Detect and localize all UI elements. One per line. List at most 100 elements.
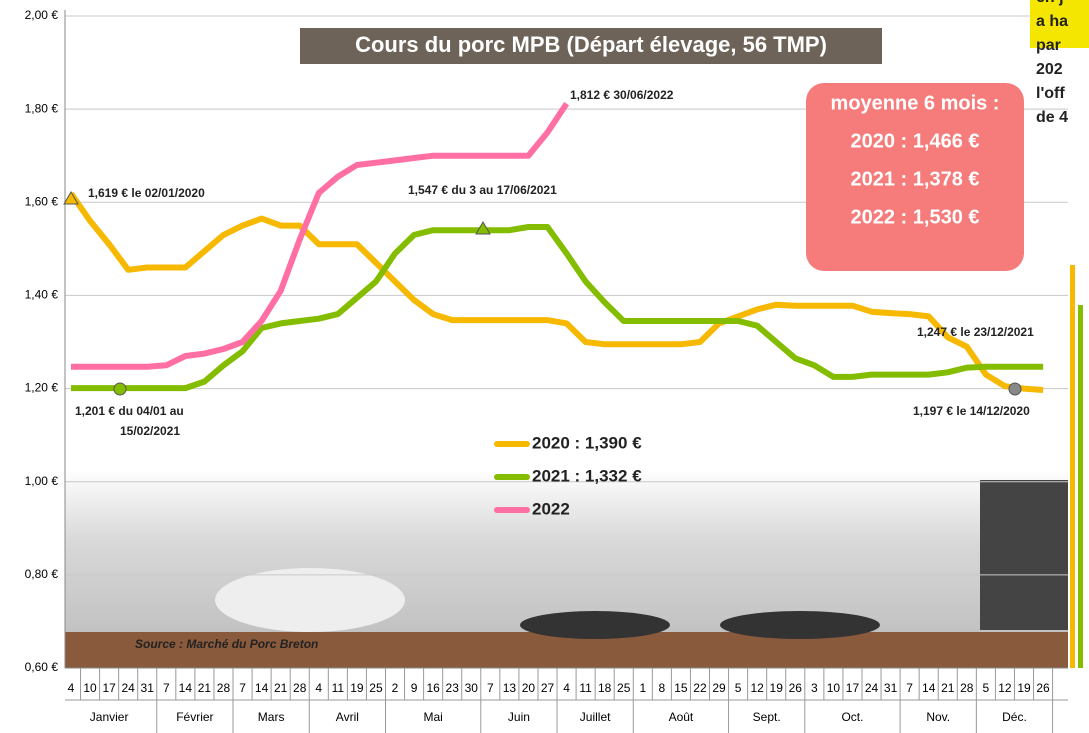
x-tick-label: 11	[579, 681, 592, 695]
x-tick-label: 4	[68, 681, 75, 695]
side-note: en j	[1036, 0, 1064, 6]
x-tick-label: 8	[659, 681, 666, 695]
x-tick-label: 25	[369, 681, 383, 695]
annotation: 1,201 € du 04/01 au	[75, 404, 184, 418]
x-tick-label: 30	[465, 681, 479, 695]
x-tick-label: 26	[1036, 681, 1050, 695]
x-tick-label: 11	[332, 681, 345, 695]
month-label: Février	[176, 710, 213, 724]
x-tick-label: 7	[163, 681, 170, 695]
x-tick-label: 26	[789, 681, 803, 695]
x-tick-label: 1	[639, 681, 646, 695]
average-line: 2022 : 1,530 €	[851, 206, 980, 228]
average-line: moyenne 6 mois :	[831, 92, 1000, 114]
side-note-box	[1030, 0, 1089, 48]
side-note: a ha	[1036, 13, 1068, 30]
marker	[63, 191, 79, 205]
series-line	[71, 101, 570, 370]
average-box	[806, 83, 1024, 271]
x-tick-label: 20	[522, 681, 536, 695]
side-note: de 4	[1036, 109, 1068, 126]
month-label: Déc.	[1002, 710, 1027, 724]
x-tick-label: 31	[884, 681, 898, 695]
annotation: 15/02/2021	[120, 424, 180, 438]
month-label: Mars	[258, 710, 285, 724]
x-tick-label: 18	[598, 681, 612, 695]
y-tick-label: 1,60 €	[25, 194, 59, 208]
x-tick-label: 5	[735, 681, 742, 695]
month-label: Avril	[336, 710, 359, 724]
x-tick-label: 29	[712, 681, 726, 695]
month-label: Août	[669, 710, 694, 724]
x-tick-label: 12	[998, 681, 1012, 695]
month-label: Janvier	[90, 710, 129, 724]
x-tick-label: 17	[846, 681, 860, 695]
x-tick-label: 16	[426, 681, 440, 695]
chart-title: Cours du porc MPB (Départ élevage, 56 TM…	[355, 32, 827, 57]
month-label: Oct.	[841, 710, 863, 724]
side-note: l'off	[1036, 85, 1065, 102]
x-tick-label: 21	[274, 681, 288, 695]
x-tick-label: 14	[179, 681, 193, 695]
x-tick-label: 7	[906, 681, 913, 695]
x-tick-label: 19	[350, 681, 364, 695]
marker	[1008, 382, 1022, 396]
month-label: Juillet	[580, 710, 611, 724]
x-tick-label: 19	[770, 681, 784, 695]
x-tick-label: 17	[102, 681, 116, 695]
side-note: 202	[1036, 61, 1063, 78]
x-tick-label: 28	[293, 681, 307, 695]
annotation: 1,812 € 30/06/2022	[570, 88, 674, 102]
source: Source : Marché du Porc Breton	[135, 637, 318, 651]
month-label: Sept.	[753, 710, 781, 724]
month-label: Nov.	[926, 710, 950, 724]
x-tick-label: 13	[503, 681, 517, 695]
x-tick-label: 28	[960, 681, 974, 695]
mouse	[520, 611, 670, 639]
screen	[980, 480, 1068, 630]
average-line: 2020 : 1,466 €	[851, 130, 980, 152]
cat-figure	[215, 568, 405, 632]
x-tick-label: 28	[217, 681, 231, 695]
annotation: 1,247 € le 23/12/2021	[917, 325, 1034, 339]
marker	[113, 382, 127, 396]
x-tick-label: 4	[315, 681, 322, 695]
x-tick-label: 5	[983, 681, 990, 695]
x-tick-label: 15	[674, 681, 688, 695]
x-tick-label: 4	[563, 681, 570, 695]
series-line	[71, 224, 1044, 392]
x-tick-label: 7	[239, 681, 246, 695]
month-label: Mai	[423, 710, 442, 724]
x-tick-label: 21	[198, 681, 212, 695]
y-tick-label: 0,60 €	[25, 660, 59, 674]
y-tick-label: 1,40 €	[25, 288, 59, 302]
y-tick-label: 1,20 €	[25, 381, 59, 395]
side-bar	[1070, 265, 1075, 668]
y-tick-label: 2,00 €	[25, 8, 59, 22]
legend-label: 2022	[532, 499, 570, 518]
month-label: Juin	[508, 710, 530, 724]
legend-label: 2021 : 1,332 €	[532, 466, 642, 485]
x-tick-label: 12	[750, 681, 764, 695]
y-tick-label: 0,80 €	[25, 567, 59, 581]
x-tick-label: 14	[922, 681, 936, 695]
x-tick-label: 23	[446, 681, 460, 695]
marker	[475, 221, 491, 235]
mouse	[720, 611, 880, 639]
y-tick-label: 1,00 €	[25, 474, 59, 488]
series-line	[68, 191, 1044, 393]
x-tick-label: 31	[141, 681, 155, 695]
x-tick-label: 22	[693, 681, 707, 695]
annotation: 1,547 € du 3 au 17/06/2021	[408, 183, 557, 197]
x-tick-label: 27	[541, 681, 555, 695]
legend-label: 2020 : 1,390 €	[532, 433, 642, 452]
x-tick-label: 10	[827, 681, 841, 695]
annotation: 1,197 € le 14/12/2020	[913, 404, 1030, 418]
x-tick-label: 24	[122, 681, 136, 695]
x-tick-label: 7	[487, 681, 494, 695]
y-tick-label: 1,80 €	[25, 101, 59, 115]
x-tick-label: 9	[411, 681, 418, 695]
x-tick-label: 25	[617, 681, 631, 695]
x-tick-label: 10	[83, 681, 97, 695]
x-tick-label: 14	[255, 681, 269, 695]
